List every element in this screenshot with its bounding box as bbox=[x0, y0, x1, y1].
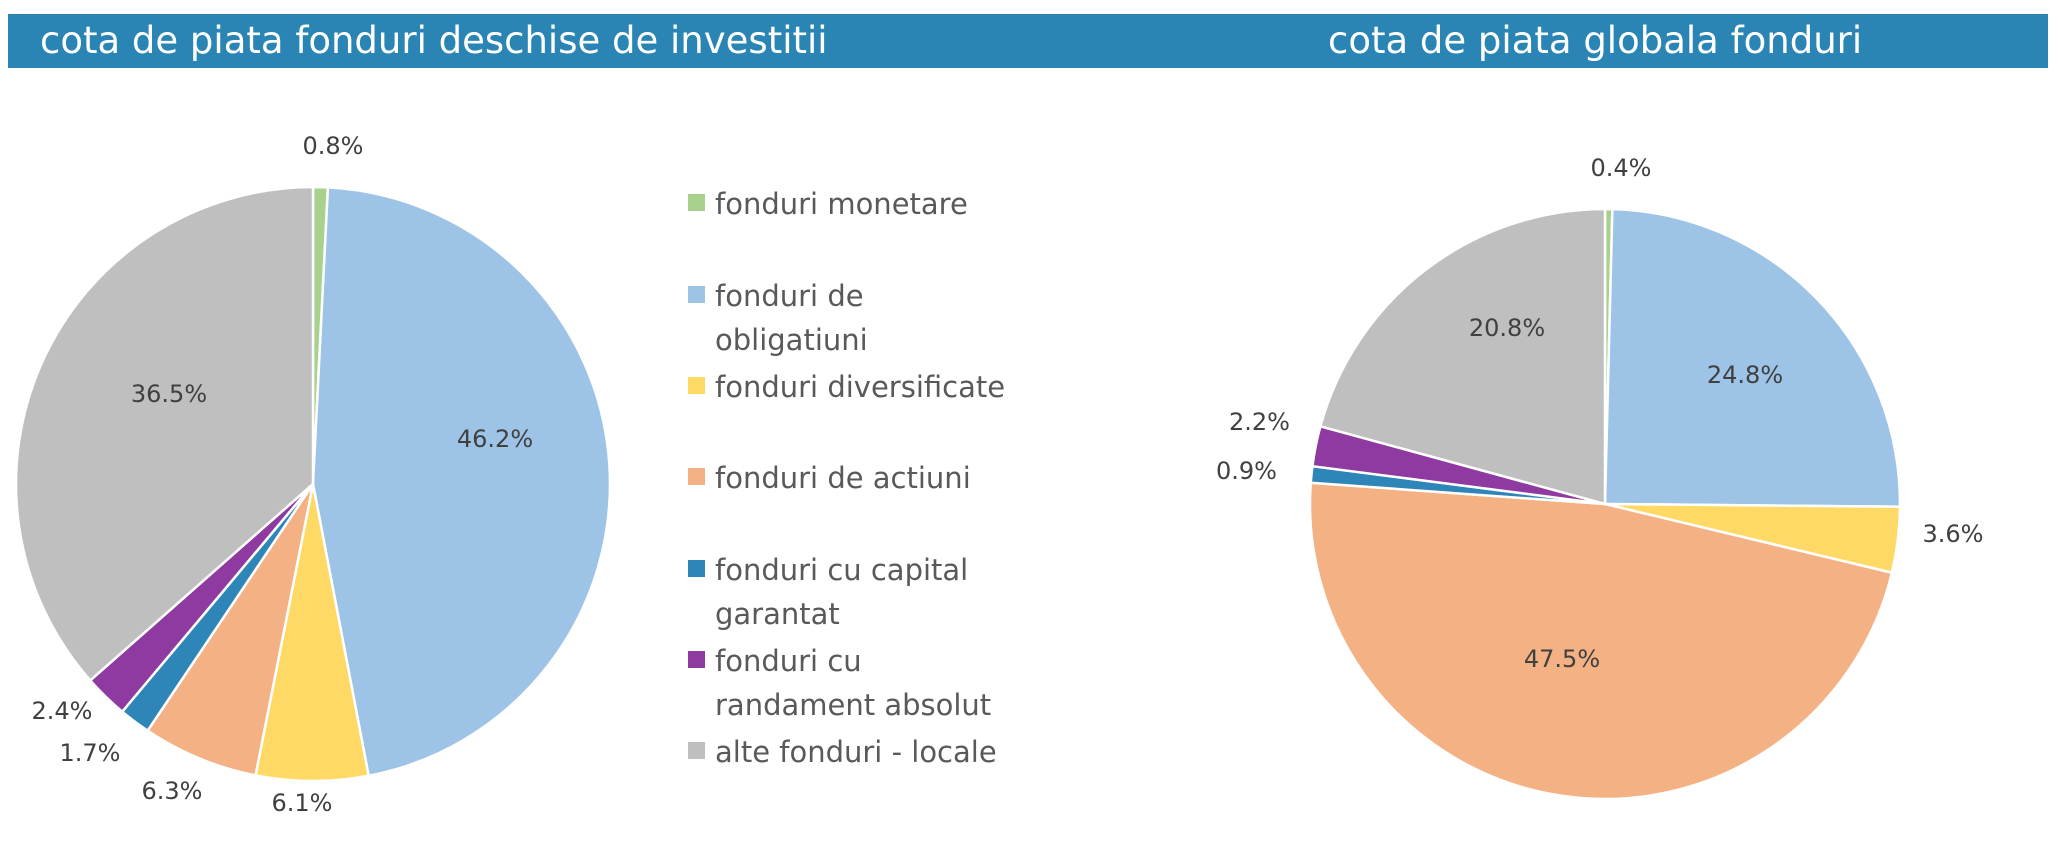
pie-slice-alte-fonduri-locale bbox=[14, 185, 315, 682]
data-label: 6.3% bbox=[142, 777, 203, 805]
legend-swatch bbox=[688, 560, 705, 577]
pie-slice-fonduri-de-obligatiuni bbox=[311, 186, 612, 777]
legend-swatch bbox=[688, 286, 705, 303]
pie-slice-fonduri-de-actiuni bbox=[146, 482, 315, 777]
legend-swatch bbox=[688, 468, 705, 485]
legend-label: fonduri de obligatiuni bbox=[715, 279, 868, 357]
legend-label: fonduri monetare bbox=[715, 187, 968, 221]
data-label: 0.4% bbox=[1591, 154, 1652, 182]
data-label: 46.2% bbox=[457, 425, 533, 453]
legend-swatch bbox=[688, 377, 705, 394]
data-label: 3.6% bbox=[1923, 520, 1984, 548]
pie-slice-fonduri-de-actiuni bbox=[1308, 481, 1894, 801]
data-label: 2.4% bbox=[32, 697, 93, 725]
data-label: 1.7% bbox=[60, 739, 121, 767]
legend-swatch bbox=[688, 194, 705, 211]
data-label: 24.8% bbox=[1707, 361, 1783, 389]
data-label: 36.5% bbox=[131, 380, 207, 408]
pie-slice-fonduri-de-obligatiuni bbox=[1603, 207, 1902, 509]
legend-swatch bbox=[688, 742, 705, 759]
legend-label: fonduri diversificate bbox=[715, 370, 1006, 404]
legend-label: fonduri cu capital garantat bbox=[715, 553, 969, 631]
data-label: 0.9% bbox=[1216, 457, 1277, 485]
legend-label: fonduri de actiuni bbox=[715, 461, 971, 495]
pie-slice-alte-fonduri-locale bbox=[1319, 207, 1607, 506]
data-label: 47.5% bbox=[1524, 645, 1600, 673]
pie-chart-left: 0.8% 46.2% 6.1% 6.3% 1.7% 2.4% 36.5% bbox=[14, 132, 612, 817]
chart-title-right: cota de piata globala fonduri bbox=[1328, 19, 1863, 62]
data-label: 6.1% bbox=[272, 789, 333, 817]
chart-title-left: cota de piata fonduri deschise de invest… bbox=[40, 19, 828, 62]
legend-label: fonduri cu randament absolut bbox=[715, 644, 992, 722]
legend-swatch bbox=[688, 651, 705, 668]
pie-chart-right: 0.4% 24.8% 3.6% 47.5% 0.9% 2.2% 20.8% bbox=[1216, 154, 1984, 801]
legend-label: alte fonduri - locale bbox=[715, 735, 997, 769]
data-label: 20.8% bbox=[1469, 314, 1545, 342]
data-label: 2.2% bbox=[1229, 408, 1290, 436]
header-bar bbox=[8, 14, 2048, 68]
data-label: 0.8% bbox=[303, 132, 364, 160]
